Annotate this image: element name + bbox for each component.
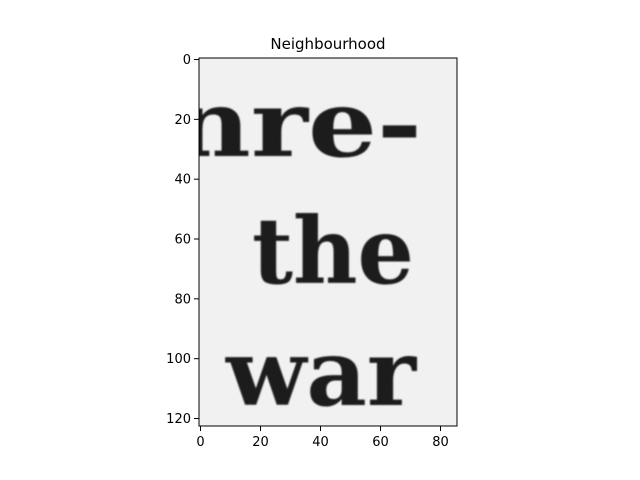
x-tick-label: 60 (372, 435, 389, 450)
x-tick-label: 80 (432, 435, 449, 450)
x-axis-ticks: 0 20 40 60 80 (196, 426, 449, 450)
y-tick-label: 60 (174, 233, 191, 248)
image-text-line-3: war (225, 319, 418, 427)
y-tick-label: 20 (174, 113, 191, 128)
y-tick-label: 0 (183, 53, 191, 68)
y-tick-label: 100 (166, 352, 191, 367)
y-tick-label: 80 (174, 292, 191, 307)
x-tick-label: 20 (252, 435, 269, 450)
y-axis-ticks: 0 20 40 60 80 100 120 (166, 53, 199, 427)
image-text-line-2: the (252, 197, 414, 305)
x-tick-label: 40 (312, 435, 329, 450)
y-tick-label: 40 (174, 173, 191, 188)
axes-frame (198, 57, 458, 427)
x-tick-label: 0 (196, 435, 204, 450)
image-panel: nre- the war (172, 58, 457, 427)
image-text-line-1: nre- (172, 70, 422, 178)
y-tick-label: 120 (166, 412, 191, 427)
image-background (199, 58, 457, 426)
chart-title: Neighbourhood (270, 35, 385, 53)
